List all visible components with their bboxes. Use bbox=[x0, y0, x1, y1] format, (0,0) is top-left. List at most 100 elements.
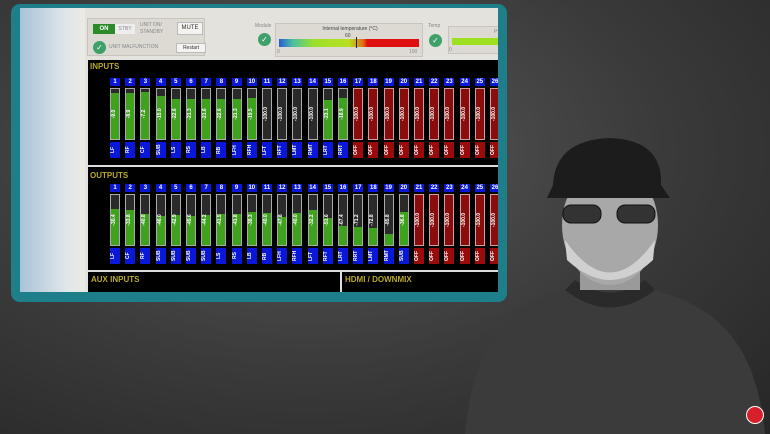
level-meter: -44.2 bbox=[201, 194, 212, 246]
channel-label[interactable]: OFF bbox=[414, 248, 424, 264]
channel-label[interactable]: LFH bbox=[277, 248, 288, 264]
channel-label[interactable]: RF bbox=[140, 248, 151, 264]
meters-area: INPUTS 1 -9.0 LF 2 -8.9 RF 3 -7.2 CF 4 -15.… bbox=[88, 60, 498, 292]
channel-label[interactable]: OFF bbox=[383, 142, 394, 158]
channel-label[interactable]: LMT bbox=[368, 248, 379, 264]
level-fill bbox=[308, 209, 317, 245]
level-fill bbox=[126, 210, 135, 245]
level-meter: -67.4 bbox=[338, 194, 348, 246]
channel-label[interactable]: RRT bbox=[338, 142, 348, 158]
channel-number: 3 bbox=[140, 78, 151, 86]
level-value: -100.0 bbox=[369, 106, 376, 122]
channel-label[interactable]: RFH bbox=[246, 142, 257, 158]
channel-label[interactable]: RFT bbox=[277, 142, 288, 158]
level-meter: -100.0 bbox=[414, 88, 424, 140]
channel-number: 4 bbox=[155, 184, 166, 192]
channel-number: 22 bbox=[429, 78, 440, 86]
level-value: -9.0 bbox=[111, 109, 117, 119]
channel-label[interactable]: LFT bbox=[262, 142, 272, 158]
channel-label[interactable]: OFF bbox=[368, 142, 379, 158]
channel-label[interactable]: LS bbox=[216, 248, 227, 264]
channel-label[interactable]: OFF bbox=[353, 142, 364, 158]
level-fill bbox=[293, 213, 302, 245]
channel-number: 14 bbox=[307, 184, 318, 192]
channel-label[interactable]: LMT bbox=[292, 142, 303, 158]
channel-label[interactable]: RS bbox=[231, 248, 242, 264]
channel-label[interactable]: LRT bbox=[322, 142, 333, 158]
channel-number: 16 bbox=[338, 184, 348, 192]
temp-check-icon: ✓ bbox=[429, 34, 442, 47]
channel-label[interactable]: OFF bbox=[444, 248, 455, 264]
channel-label[interactable]: LB bbox=[201, 142, 212, 158]
channel-label[interactable]: SUB bbox=[398, 248, 409, 264]
channel-label[interactable]: RMT bbox=[383, 248, 394, 264]
level-value: -38.3 bbox=[247, 214, 254, 226]
unit-on-label: UNIT ON/ STANDBY bbox=[140, 22, 164, 35]
level-value: -8.9 bbox=[126, 109, 133, 119]
level-fill bbox=[247, 212, 256, 245]
level-value: -100.0 bbox=[415, 212, 421, 228]
channel-label[interactable]: OFF bbox=[444, 142, 455, 158]
channel-label[interactable]: RF bbox=[125, 142, 136, 158]
level-fill bbox=[202, 215, 211, 245]
channel-label[interactable]: RRT bbox=[353, 248, 364, 264]
channel-label[interactable]: RB bbox=[262, 248, 272, 264]
level-meter: -72.8 bbox=[368, 194, 379, 246]
level-value: -44.2 bbox=[202, 214, 209, 226]
level-meter: -40.0 bbox=[292, 194, 303, 246]
level-fill bbox=[202, 98, 211, 139]
level-value: -23.1 bbox=[323, 108, 330, 120]
channel-number: 6 bbox=[186, 78, 196, 86]
channel-label[interactable]: LS bbox=[170, 142, 181, 158]
level-value: -71.2 bbox=[354, 214, 361, 226]
level-fill bbox=[263, 213, 271, 245]
channel-label[interactable]: OFF bbox=[414, 142, 424, 158]
channel-label[interactable]: RFH bbox=[292, 248, 303, 264]
restart-button[interactable]: Restart bbox=[176, 43, 206, 53]
channel-number: 17 bbox=[353, 78, 364, 86]
level-meter: -40.8 bbox=[140, 194, 151, 246]
mute-button[interactable]: MUTE bbox=[177, 22, 203, 35]
channel-label[interactable]: SUB bbox=[201, 248, 212, 264]
channel-label[interactable]: LFH bbox=[231, 142, 242, 158]
channel-label[interactable]: RMT bbox=[307, 142, 318, 158]
channel-label[interactable]: LFT bbox=[307, 248, 318, 264]
channel-label[interactable]: SUB bbox=[186, 248, 196, 264]
channel-label[interactable]: OFF bbox=[398, 142, 409, 158]
channel-label[interactable]: SUB bbox=[170, 248, 181, 264]
level-value: -100.0 bbox=[293, 106, 300, 122]
channel-label[interactable]: OFF bbox=[429, 142, 440, 158]
channel-label[interactable]: LF bbox=[110, 142, 120, 158]
channel-number: 1 bbox=[110, 184, 120, 192]
channel-number: 25 bbox=[474, 78, 485, 86]
on-button[interactable]: ON bbox=[93, 24, 115, 34]
channel-label[interactable]: LRT bbox=[338, 248, 348, 264]
module-check-icon: ✓ bbox=[258, 33, 271, 46]
level-value: -46.0 bbox=[156, 214, 163, 226]
channel-number: 20 bbox=[398, 78, 409, 86]
hdmi-downmix-title: HDMI / DOWNMIX bbox=[345, 275, 412, 284]
level-value: -21.3 bbox=[232, 108, 239, 120]
channel-label[interactable]: LB bbox=[246, 248, 257, 264]
channel-label[interactable]: SUB bbox=[155, 248, 166, 264]
level-fill bbox=[339, 97, 347, 139]
level-value: -100.0 bbox=[491, 106, 497, 122]
channel-label[interactable]: SUB bbox=[155, 142, 166, 158]
level-meter: -100.0 bbox=[429, 194, 440, 246]
channel-label[interactable]: RS bbox=[186, 142, 196, 158]
channel-number: 12 bbox=[277, 184, 288, 192]
channel-label[interactable]: LF bbox=[110, 248, 120, 264]
channel-label[interactable]: RFT bbox=[322, 248, 333, 264]
channel-label[interactable]: CF bbox=[125, 248, 136, 264]
level-fill bbox=[399, 211, 408, 245]
level-meter: -100.0 bbox=[414, 194, 424, 246]
channel-number: 24 bbox=[459, 184, 470, 192]
channel-number: 4 bbox=[155, 78, 166, 86]
channel-label[interactable]: CF bbox=[140, 142, 151, 158]
standby-button[interactable]: STBY bbox=[115, 24, 135, 34]
level-fill bbox=[323, 99, 332, 139]
channel-label[interactable]: OFF bbox=[429, 248, 440, 264]
level-meter: -7.2 bbox=[140, 88, 151, 140]
channel-label[interactable]: RB bbox=[216, 142, 227, 158]
level-fill bbox=[126, 93, 135, 139]
